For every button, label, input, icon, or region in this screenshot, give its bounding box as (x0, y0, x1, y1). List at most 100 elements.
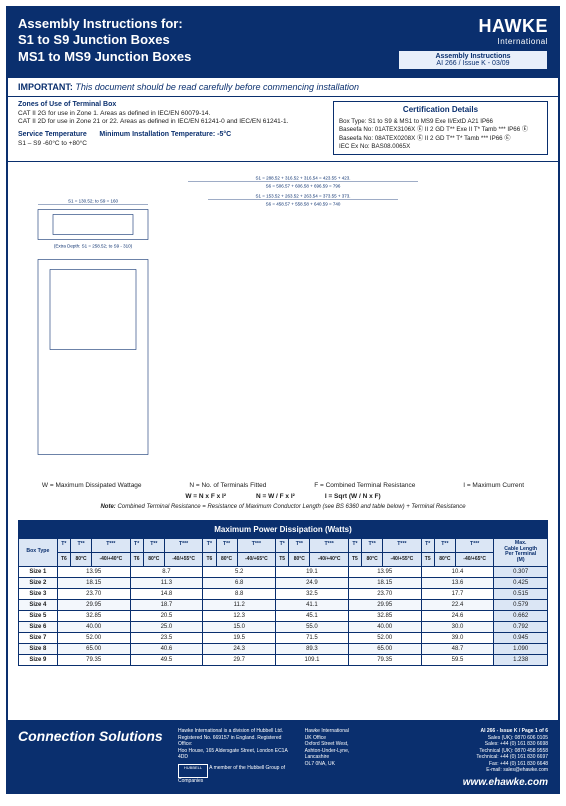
row-label: Size 3 (19, 588, 58, 599)
power-table-wrap: Maximum Power Dissipation (Watts) Box Ty… (8, 516, 558, 670)
cell-value: 19.5 (203, 632, 276, 643)
f-c1-l1: Hawke International is a division of Hub… (178, 728, 295, 735)
cell-value: 20.5 (130, 610, 203, 621)
title-line2: S1 to S9 Junction Boxes (18, 32, 398, 48)
cell-value: 79.35 (57, 654, 130, 665)
technical-drawing: S1 = 288.52 + 316.52 + 316.54 = 423.55 +… (18, 168, 548, 471)
min-install-label: Minimum Installation Temperature: -5°C (99, 131, 231, 138)
cert-box: Certification Details Box Type: S1 to S9… (333, 101, 548, 155)
zones-block: Zones of Use of Terminal Box CAT II 2G f… (18, 101, 325, 155)
cell-value: 45.1 (276, 610, 349, 621)
cell-value: 24.3 (203, 643, 276, 654)
col-head: T*** (383, 538, 421, 552)
cell-cable: 0.662 (494, 610, 548, 621)
w-def: W = Maximum Dissipated Wattage (42, 481, 142, 490)
cell-value: 11.2 (203, 599, 276, 610)
col-head: T*** (237, 538, 275, 552)
info-row: Zones of Use of Terminal Box CAT II 2G f… (8, 97, 558, 162)
formula-2: N = W / F x I² (256, 492, 295, 501)
title-line3: MS1 to MS9 Junction Boxes (18, 49, 398, 65)
cell-value: 29.95 (57, 599, 130, 610)
row-label: Size 1 (19, 566, 58, 577)
cell-value: 32.85 (348, 610, 421, 621)
cell-value: 65.00 (57, 643, 130, 654)
col-subhead: T5 (348, 552, 361, 566)
cell-value: 13.6 (421, 577, 494, 588)
cell-value: 71.5 (276, 632, 349, 643)
cell-value: 22.4 (421, 599, 494, 610)
cell-value: 15.0 (203, 621, 276, 632)
cell-cable: 1.090 (494, 643, 548, 654)
col-head: T*** (92, 538, 130, 552)
cell-value: 23.70 (348, 588, 421, 599)
footer-col3: AI 266 - Issue K / Page 1 of 6 Sales (UK… (431, 728, 548, 774)
row-label: Size 5 (19, 610, 58, 621)
cell-value: 23.5 (130, 632, 203, 643)
col-subhead: -40/+65°C (455, 552, 493, 566)
cert-line4: IEC Ex No: BAS08.0065X (339, 143, 542, 151)
cell-value: 8.7 (130, 566, 203, 577)
col-subhead: 80°C (362, 552, 383, 566)
f-c3-l7: E-mail: sales@ehawke.com (431, 767, 548, 774)
col-cable-len: Max.Cable LengthPer Terminal(M) (494, 538, 548, 566)
col-head: T* (421, 538, 434, 552)
row-label: Size 6 (19, 621, 58, 632)
important-label: IMPORTANT: (18, 82, 73, 92)
col-subhead: -40/+55°C (164, 552, 202, 566)
table-row: Size 113.958.75.219.113.9510.40.307 (19, 566, 548, 577)
cell-value: 55.0 (276, 621, 349, 632)
row-label: Size 2 (19, 577, 58, 588)
col-subhead: T5 (276, 552, 289, 566)
cell-value: 48.7 (421, 643, 494, 654)
cert-heading: Certification Details (339, 105, 542, 116)
cell-value: 23.70 (57, 588, 130, 599)
cell-value: 52.00 (57, 632, 130, 643)
cell-value: 13.95 (348, 566, 421, 577)
col-subhead: -40/+65°C (237, 552, 275, 566)
col-head: T*** (455, 538, 493, 552)
important-text: This document should be read carefully b… (75, 82, 359, 92)
cell-value: 29.95 (348, 599, 421, 610)
header-right: HAWKE International Assembly Instruction… (398, 16, 548, 70)
table-row: Size 323.7014.88.832.523.7017.70.515 (19, 588, 548, 599)
cell-value: 49.5 (130, 654, 203, 665)
cell-value: 40.00 (57, 621, 130, 632)
cell-cable: 0.792 (494, 621, 548, 632)
doc-ref-value: AI 266 / Issue K - 03/09 (403, 60, 543, 67)
row-label: Size 9 (19, 654, 58, 665)
col-head: T** (143, 538, 164, 552)
cell-value: 24.6 (421, 610, 494, 621)
col-head: T** (216, 538, 237, 552)
dim-left-top: S1 = 130.52; to S9 = 160 (68, 199, 119, 204)
cert-line2: Baseefa No: 01ATEX3106X Ⓔ II 2 GD T** Ex… (339, 126, 542, 134)
cell-value: 39.0 (421, 632, 494, 643)
table-row: Size 752.0023.519.571.552.0039.00.945 (19, 632, 548, 643)
cell-cable: 0.307 (494, 566, 548, 577)
table-row: Size 640.0025.015.055.040.0030.00.792 (19, 621, 548, 632)
dim-s6-top: S6 = 506.57 + 606.58 + 696.59 = 796 (266, 184, 341, 189)
dim-s1-top: S1 = 288.52 + 316.52 + 316.54 = 423.55 +… (256, 176, 351, 181)
cell-value: 40.00 (348, 621, 421, 632)
table-row: Size 865.0040.624.389.365.0048.71.090 (19, 643, 548, 654)
svc-temp-val: S1 – S9 -60°C to +80°C (18, 140, 325, 148)
i-def: I = Maximum Current (463, 481, 524, 490)
note-label: Note: (100, 504, 115, 510)
formula-3: I = Sqrt (W / N x F) (325, 492, 381, 501)
note-text: Combined Terminal Resistance = Resistanc… (117, 504, 465, 510)
zones-line2: CAT II 2D for use in Zone 21 or 22. Area… (18, 118, 325, 126)
cell-value: 29.7 (203, 654, 276, 665)
table-row: Size 429.9518.711.241.129.9522.40.579 (19, 599, 548, 610)
cell-value: 18.7 (130, 599, 203, 610)
dim-s6-mid: S6 = 458.57 + 558.58 + 640.59 = 740 (266, 202, 341, 207)
footer-bar: Connection Solutions Hawke International… (8, 720, 558, 792)
hawke-logo: HAWKE (398, 16, 548, 37)
hawke-logo-sub: International (398, 37, 548, 46)
cell-value: 40.6 (130, 643, 203, 654)
col-head: T* (203, 538, 216, 552)
col-subhead: -40/+40°C (310, 552, 348, 566)
row-label: Size 7 (19, 632, 58, 643)
footer-col2: Hawke International UK Office Oxford Str… (305, 728, 422, 767)
zones-line1: CAT II 2G for use in Zone 1. Areas as de… (18, 110, 325, 118)
col-head: T** (434, 538, 455, 552)
cell-cable: 0.579 (494, 599, 548, 610)
